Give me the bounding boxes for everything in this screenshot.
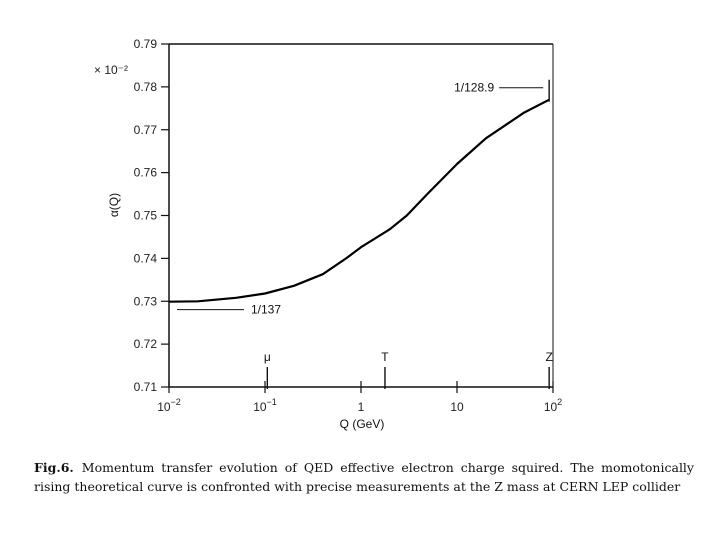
y-axis-multiplier: × 10⁻² <box>94 63 128 77</box>
x-tick-label: 10−1 <box>253 397 277 414</box>
annotation-label: 1/137 <box>251 303 281 317</box>
y-tick-label: 0.74 <box>134 251 158 265</box>
x-axis-label: Q (GeV) <box>340 417 385 431</box>
y-tick-label: 0.72 <box>134 337 158 351</box>
x-tick-label: 10 <box>450 400 464 414</box>
x-axis-ticks: 10−2 10−1 1 10 102 <box>157 381 562 414</box>
marker-label: Z <box>545 350 552 364</box>
y-tick-label: 0.77 <box>134 123 158 137</box>
x-tick-label: 1 <box>358 400 365 414</box>
plot-frame <box>168 43 554 388</box>
y-axis-label: α(Q) <box>107 193 121 217</box>
annotation-label: 1/128.9 <box>454 81 494 95</box>
y-tick-label: 0.73 <box>134 294 158 308</box>
series-line <box>168 98 550 303</box>
caption-label: Fig.6. <box>34 460 74 475</box>
figure-caption: Fig.6. Momentum transfer evolution of QED… <box>34 458 694 496</box>
marker-label: T <box>381 350 389 364</box>
y-tick-label: 0.76 <box>134 166 158 180</box>
x-tick-label: 102 <box>544 397 562 414</box>
qed-coupling-chart: 0.71 0.72 0.73 0.74 0.75 0.76 0.77 0.78 0.79 10−… <box>94 37 562 431</box>
x-tick-label: 10−2 <box>157 397 181 414</box>
marker-label: μ <box>264 350 271 364</box>
y-axis-ticks: 0.71 0.72 0.73 0.74 0.75 0.76 0.77 0.78 0.79 <box>134 37 169 394</box>
y-tick-label: 0.78 <box>134 80 158 94</box>
value-annotations: 1/137 1/128.9 <box>177 79 550 317</box>
y-tick-label: 0.75 <box>134 209 158 223</box>
series-curve <box>168 98 550 303</box>
caption-text: Momentum transfer evolution of QED effec… <box>34 460 694 494</box>
y-tick-label: 0.71 <box>134 380 158 394</box>
y-tick-label: 0.79 <box>134 37 158 51</box>
